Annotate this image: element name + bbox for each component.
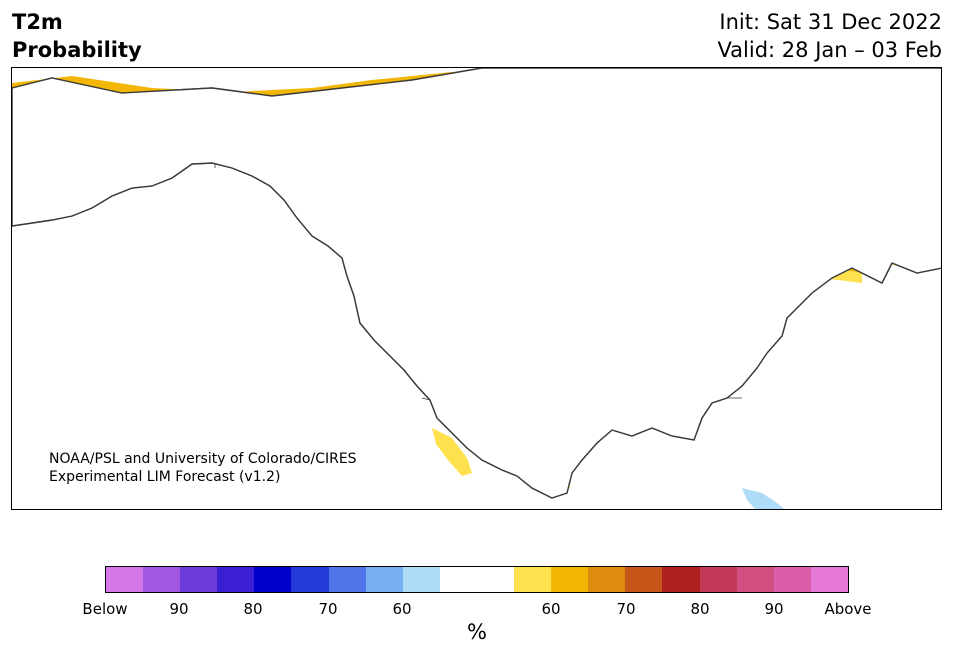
- colorbar-cell-1: [143, 567, 181, 592]
- colorbar-cell-0: [106, 567, 144, 592]
- tick-above-90: 90: [764, 600, 784, 618]
- colorbar-cell-4: [254, 567, 292, 592]
- colorbar-cell-8: [402, 567, 440, 592]
- colorbar-cell-3: [217, 567, 255, 592]
- colorbar-cell-15: [662, 567, 700, 592]
- tick-below-60: 60: [392, 600, 412, 618]
- credit-line-1: NOAA/PSL and University of Colorado/CIRE…: [49, 451, 357, 467]
- map-canvas: [12, 68, 941, 509]
- colorbar-cell-5: [291, 567, 329, 592]
- colorbar-cell-10: [476, 567, 515, 592]
- valid-range: Valid: 28 Jan – 03 Feb: [717, 38, 942, 62]
- probability-colorbar: [105, 566, 849, 593]
- tick-below: Below: [82, 600, 128, 618]
- colorbar-cell-19: [810, 567, 848, 592]
- credit-line-2: Experimental LIM Forecast (v1.2): [49, 469, 281, 485]
- colorbar-cell-9: [439, 567, 477, 592]
- tick-below-80: 80: [243, 600, 263, 618]
- colorbar-cell-7: [365, 567, 403, 592]
- below-50-60-caribbean: [742, 488, 785, 509]
- map-title: T2m Probability: [12, 8, 142, 64]
- init-date: Init: Sat 31 Dec 2022: [719, 10, 942, 34]
- colorbar-cell-13: [588, 567, 626, 592]
- colorbar-cell-16: [699, 567, 737, 592]
- tick-above-70: 70: [616, 600, 636, 618]
- tick-below-70: 70: [318, 600, 338, 618]
- colorbar-unit: %: [467, 620, 487, 644]
- colorbar-cell-17: [736, 567, 774, 592]
- colorbar-cell-18: [773, 567, 811, 592]
- tick-above: Above: [824, 600, 872, 618]
- colorbar-cell-6: [328, 567, 366, 592]
- date-info: Init: Sat 31 Dec 2022 Valid: 28 Jan – 03…: [717, 8, 942, 64]
- colorbar-cell-12: [551, 567, 589, 592]
- title-line-1: T2m: [12, 10, 63, 34]
- colorbar-cell-11: [514, 567, 552, 592]
- tick-above-60: 60: [541, 600, 561, 618]
- colorbar-cell-2: [180, 567, 218, 592]
- above-50-60-baja: [432, 428, 472, 476]
- data-credit: NOAA/PSL and University of Colorado/CIRE…: [49, 450, 357, 486]
- tick-below-90: 90: [169, 600, 189, 618]
- colorbar-cell-14: [625, 567, 663, 592]
- tick-above-80: 80: [690, 600, 710, 618]
- probability-map: [11, 67, 942, 510]
- title-line-2: Probability: [12, 38, 142, 62]
